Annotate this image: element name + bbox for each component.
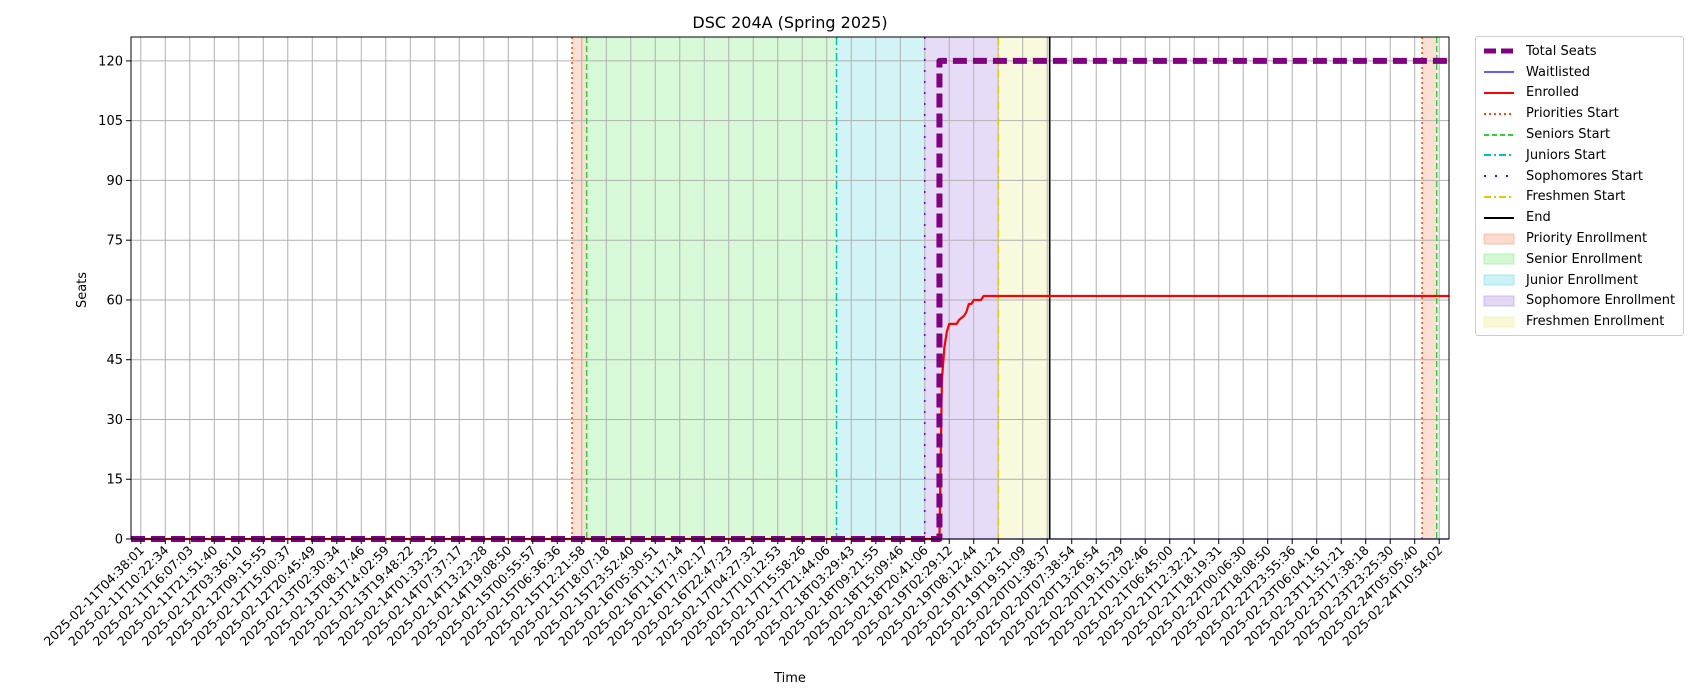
legend-label: Sophomore Enrollment <box>1526 293 1676 309</box>
legend-swatch <box>1482 315 1516 329</box>
grid-lines <box>131 37 1449 540</box>
chart-title: DSC 204A (Spring 2025) <box>692 13 887 32</box>
plot-frame <box>130 36 1450 540</box>
legend-swatch <box>1482 252 1516 266</box>
chart-legend: Total Seats Waitlisted Enrolled Priorities … <box>1475 36 1684 336</box>
legend-label: Junior Enrollment <box>1526 272 1639 288</box>
legend-label: Freshmen Start <box>1526 189 1626 205</box>
legend-swatch <box>1482 128 1516 142</box>
legend-item: Enrolled <box>1482 83 1683 104</box>
x-axis-ticks: 2025-02-11T04:38:012025-02-11T10:22:3420… <box>41 539 1445 649</box>
span-priority-enrollment <box>571 37 587 539</box>
span-freshmen-enrollment <box>998 37 1050 539</box>
y-axis-ticks: 0 15 30 45 60 75 90 105 120 <box>98 54 131 548</box>
span-senior-enrollment <box>586 37 837 539</box>
y-tick-label: 105 <box>98 114 123 129</box>
span-junior-enrollment <box>836 37 925 539</box>
legend-item: End <box>1482 207 1683 228</box>
legend-label: End <box>1526 210 1551 226</box>
y-tick-label: 45 <box>106 353 123 368</box>
legend-item: Sophomore Enrollment <box>1482 291 1683 312</box>
series-enrolled <box>131 294 1449 541</box>
legend-item: Total Seats <box>1482 41 1683 62</box>
y-tick-label: 90 <box>106 174 123 189</box>
y-tick-label: 0 <box>115 533 123 548</box>
legend-label: Enrolled <box>1526 85 1579 101</box>
y-tick-label: 75 <box>106 234 123 249</box>
legend-label: Seniors Start <box>1526 127 1611 143</box>
legend-item: Waitlisted <box>1482 62 1683 83</box>
y-tick-label: 120 <box>98 54 123 69</box>
phase-markers <box>571 37 1438 539</box>
legend-swatch <box>1482 169 1516 183</box>
legend-item: Seniors Start <box>1482 124 1683 145</box>
legend-swatch <box>1482 190 1516 204</box>
legend-label: Waitlisted <box>1526 64 1591 80</box>
legend-label: Sophomores Start <box>1526 168 1643 184</box>
legend-swatch <box>1482 148 1516 162</box>
legend-label: Juniors Start <box>1526 147 1606 163</box>
legend-item: Freshmen Enrollment <box>1482 311 1683 332</box>
legend-label: Total Seats <box>1526 43 1597 59</box>
legend-label: Priority Enrollment <box>1526 231 1648 247</box>
span-sophomore-enrollment <box>924 37 999 539</box>
legend-swatch <box>1482 86 1516 100</box>
legend-item: Priority Enrollment <box>1482 228 1683 249</box>
legend-label: Freshmen Enrollment <box>1526 314 1665 330</box>
enrollment-spans <box>571 37 1437 539</box>
legend-item: Junior Enrollment <box>1482 270 1683 291</box>
y-tick-label: 15 <box>106 473 123 488</box>
legend-label: Priorities Start <box>1526 106 1619 122</box>
legend-item: Sophomores Start <box>1482 166 1683 187</box>
span-priority-enrollment <box>1422 37 1437 539</box>
legend-item: Juniors Start <box>1482 145 1683 166</box>
legend-swatch <box>1482 44 1516 58</box>
legend-swatch <box>1482 65 1516 79</box>
y-tick-label: 30 <box>106 413 123 428</box>
legend-swatch <box>1482 211 1516 225</box>
y-tick-label: 60 <box>106 293 123 308</box>
legend-swatch <box>1482 273 1516 287</box>
legend-item: Senior Enrollment <box>1482 249 1683 270</box>
x-axis-label: Time <box>773 671 806 686</box>
legend-item: Freshmen Start <box>1482 187 1683 208</box>
legend-swatch <box>1482 294 1516 308</box>
legend-swatch <box>1482 232 1516 246</box>
legend-swatch <box>1482 107 1516 121</box>
y-axis-label: Seats <box>75 272 90 308</box>
legend-item: Priorities Start <box>1482 103 1683 124</box>
legend-label: Senior Enrollment <box>1526 251 1643 267</box>
